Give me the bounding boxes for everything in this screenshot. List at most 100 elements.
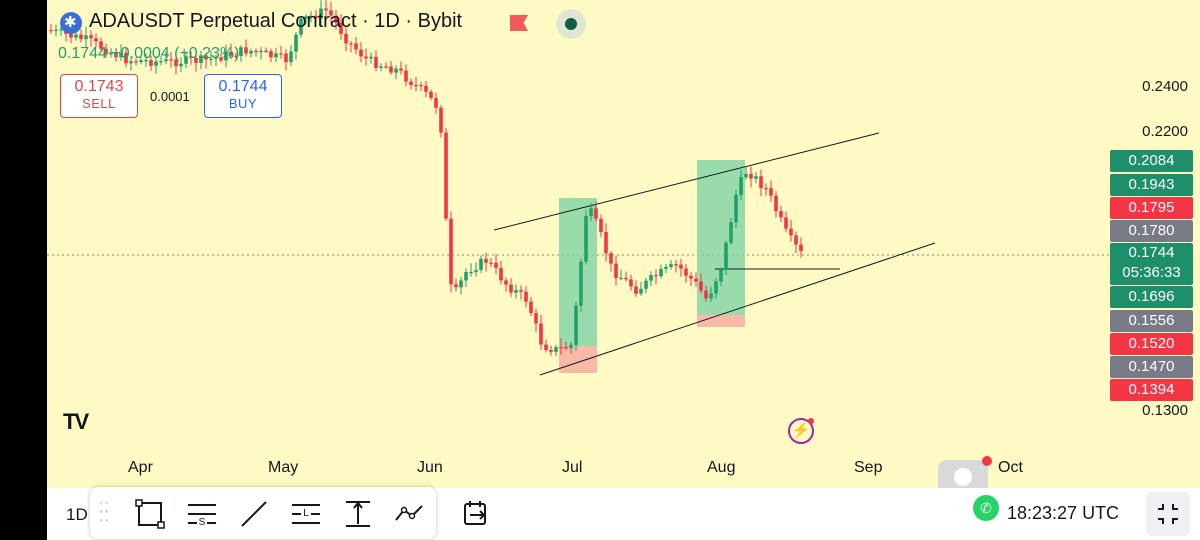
candle-body (184, 56, 188, 64)
candle-body (429, 91, 433, 98)
candle-body (644, 280, 648, 289)
candle-body (224, 51, 228, 61)
candle-body (274, 53, 278, 58)
candle-body (219, 57, 223, 61)
candle-body (569, 344, 573, 349)
candle-body (419, 85, 423, 87)
price-tag: 0.1520 (1110, 333, 1193, 355)
candle-body (304, 16, 308, 19)
replay-icon[interactable] (460, 498, 492, 530)
sell-price: 0.1743 (74, 78, 124, 95)
fib-s-tool-icon[interactable]: S (186, 498, 218, 530)
drag-handle-icon[interactable]: ⁚⁚ ⁚⁚ (99, 499, 110, 524)
candle-body (54, 29, 58, 31)
candle-body (549, 349, 553, 352)
candle-body (329, 10, 333, 16)
price-label: 0.2400 (1142, 78, 1188, 95)
candle-body (794, 235, 798, 245)
last-price-tag: 0.1744 05:36:33 (1110, 243, 1193, 285)
month-label: May (268, 459, 299, 476)
candle-body (99, 41, 103, 49)
candle-body (689, 275, 693, 279)
candle-body (469, 271, 473, 274)
spread-value: 0.0001 (150, 89, 190, 104)
fullscreen-button[interactable] (1146, 492, 1190, 536)
tradingview-logo: TV (63, 409, 89, 434)
candle-body (774, 195, 778, 212)
candle-body (439, 107, 443, 133)
fib-l-tool-icon[interactable]: L (290, 498, 322, 530)
candle-body (629, 279, 633, 287)
candle-body (114, 52, 118, 58)
candle-body (289, 51, 293, 63)
candle-body (749, 174, 753, 179)
month-label: Sep (854, 459, 883, 476)
candle-body (379, 66, 383, 68)
candle-body (49, 30, 53, 32)
candle-body (119, 52, 123, 58)
candle-body (664, 266, 668, 269)
drawing-tools-panel (90, 487, 436, 539)
candle-body (349, 43, 353, 45)
notification-dot (982, 456, 992, 466)
candle-body (599, 218, 603, 233)
rectangle-tool-icon[interactable] (134, 498, 166, 530)
candle-body (609, 253, 613, 264)
price-tag: 0.1795 (1110, 197, 1193, 219)
path-tool-icon[interactable] (394, 498, 426, 530)
collapse-icon (1158, 504, 1178, 524)
chart-pane[interactable] (47, 0, 1110, 450)
candle-body (369, 56, 373, 59)
buy-button[interactable]: 0.1744 BUY (204, 74, 282, 118)
candle-body (714, 281, 718, 294)
candle-body (69, 33, 73, 38)
candle-body (319, 8, 323, 19)
candle-body (234, 55, 238, 57)
whatsapp-icon[interactable]: ✆ (973, 495, 999, 521)
candle-body (484, 258, 488, 263)
candle-body (684, 268, 688, 276)
candle-body (194, 57, 198, 63)
utc-clock[interactable]: 18:23:27 UTC (1007, 503, 1120, 523)
lightning-icon[interactable]: ⚡ (788, 418, 814, 444)
candle-body (719, 269, 723, 282)
candle-body (674, 264, 678, 266)
candle-body (154, 61, 158, 66)
symbol-title[interactable]: ADAUSDT Perpetual Contract · 1D · Bybit (89, 10, 463, 32)
measure-tool-icon[interactable] (342, 498, 374, 530)
candle-body (574, 305, 578, 345)
market-status-icon[interactable] (556, 9, 586, 39)
interval-button[interactable]: 1D (66, 505, 88, 524)
candle-body (259, 50, 263, 53)
candle-body (74, 34, 78, 38)
candle-body (489, 262, 493, 264)
trend-line-icon[interactable] (238, 498, 270, 530)
candle-body (764, 188, 768, 190)
time-axis[interactable] (47, 450, 1200, 488)
candle-body (229, 51, 233, 56)
candle-body (589, 208, 593, 216)
price-tag: 0.1943 (1110, 174, 1193, 196)
price-chart-svg[interactable] (47, 0, 1110, 450)
candle-body (84, 35, 88, 40)
candle-body (759, 176, 763, 189)
price-tag: 0.1394 (1110, 379, 1193, 401)
sell-button[interactable]: 0.1743 SELL (60, 74, 138, 118)
candle-body (634, 286, 638, 294)
candle-body (209, 58, 213, 60)
candle-body (94, 38, 98, 42)
candle-body (139, 60, 143, 62)
candle-body (704, 290, 708, 299)
long-position-zone (697, 160, 745, 315)
candle-body (269, 51, 273, 58)
candle-body (394, 68, 398, 73)
svg-text:L: L (303, 508, 309, 519)
candle-body (254, 50, 258, 53)
candle-body (389, 66, 393, 73)
flag-icon[interactable] (510, 15, 528, 31)
candle-body (404, 70, 408, 82)
candle-body (679, 264, 683, 269)
candle-body (694, 278, 698, 282)
candle-body (164, 59, 168, 62)
candle-body (769, 188, 773, 196)
